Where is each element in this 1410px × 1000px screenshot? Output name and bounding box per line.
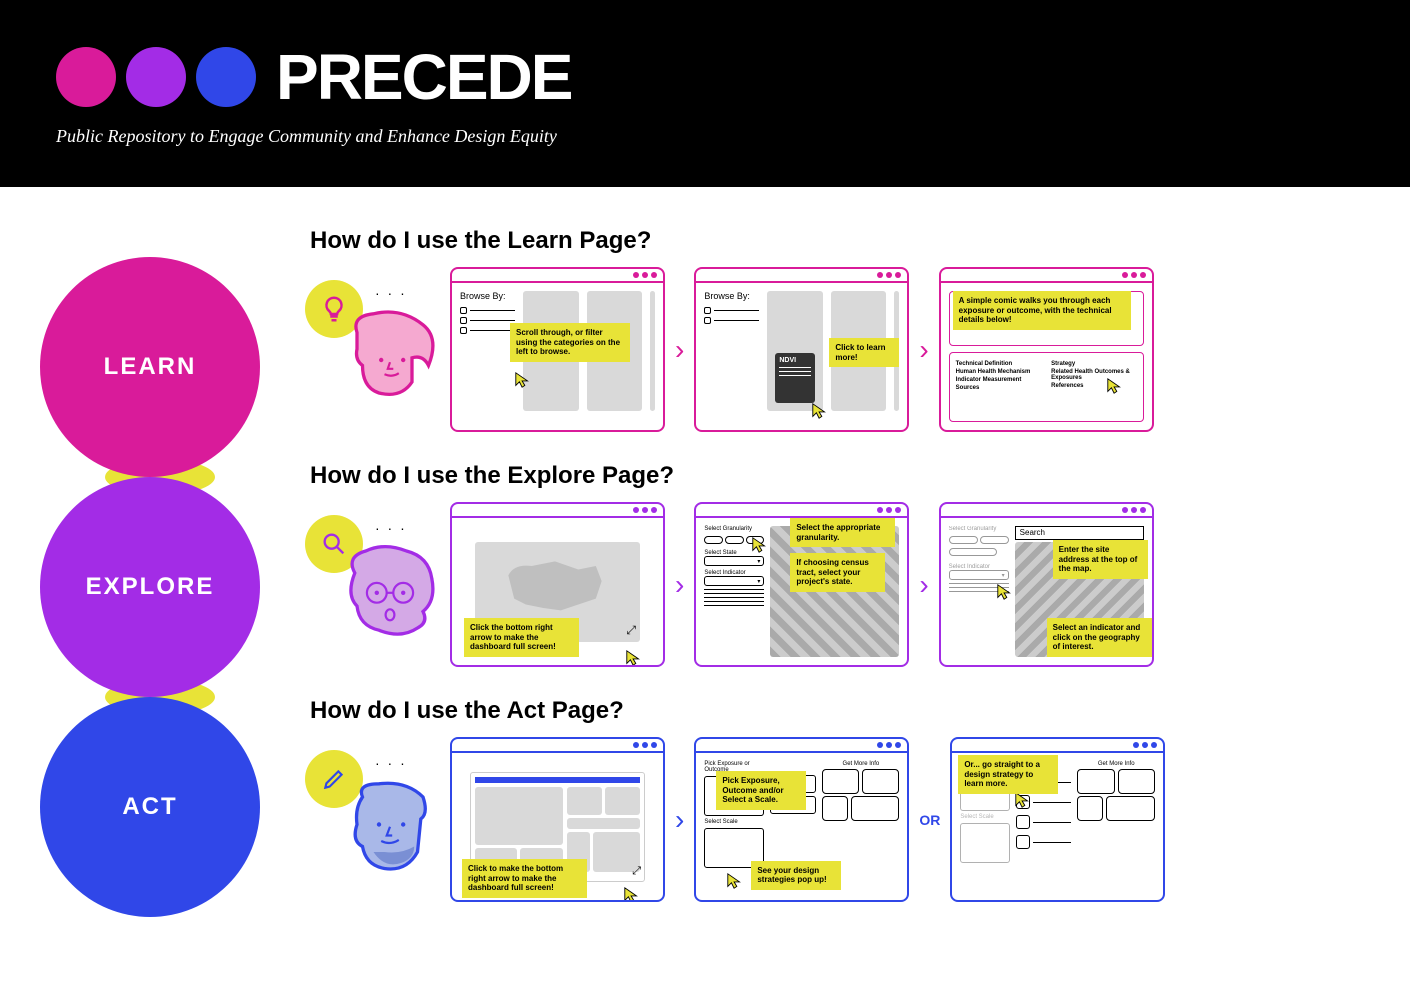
- explore-title: How do I use the Explore Page?: [310, 462, 1370, 490]
- scale-label-2: Select Scale: [960, 814, 1010, 820]
- detail-rhoe: Related Health Outcomes & Exposures: [1051, 369, 1137, 381]
- arrow-icon: ›: [919, 334, 928, 366]
- explore-browser-2: Select Granularity Select State ▾ Select…: [694, 502, 909, 667]
- explore-callout-1: Click the bottom right arrow to make the…: [464, 618, 579, 657]
- explore-callout-3b: Select an indicator and click on the geo…: [1047, 618, 1152, 657]
- learn-row: · · ·: [310, 267, 1370, 432]
- detail-im: Indicator Measurement: [956, 377, 1042, 383]
- learn-callout-2: Click to learn more!: [829, 338, 899, 367]
- face-illustration: [335, 540, 445, 650]
- nav-circles: LEARN EXPLORE ACT: [40, 227, 280, 917]
- act-callout-1: Click to make the bottom right arrow to …: [462, 859, 587, 898]
- learn-browser-3: Technical Definition Human Health Mechan…: [939, 267, 1154, 432]
- cursor-icon: [811, 402, 829, 420]
- gran-label: Select Granularity: [704, 526, 764, 532]
- ndvi-label: NDVI: [779, 357, 811, 364]
- info-label: Get More Info: [822, 761, 899, 767]
- detail-strat: Strategy: [1051, 361, 1137, 367]
- detail-ref: References: [1051, 383, 1137, 389]
- gran-label-2: Select Granularity: [949, 526, 1009, 532]
- thought-dots: · · ·: [375, 285, 407, 301]
- explore-browser-1: ⤢ Click the bottom right arrow to make t…: [450, 502, 665, 667]
- header: PRECEDE Public Repository to Engage Comm…: [0, 0, 1410, 187]
- explore-avatar: · · ·: [310, 520, 440, 650]
- logo-row: PRECEDE: [56, 40, 1354, 114]
- or-separator: OR: [919, 812, 940, 828]
- act-row: · · ·: [310, 737, 1370, 902]
- act-avatar: · · ·: [310, 755, 440, 885]
- arrow-icon: ›: [675, 804, 684, 836]
- face-illustration: [335, 775, 445, 885]
- act-browser-1: ⤢ Click to make the bottom right arrow t…: [450, 737, 665, 902]
- cursor-icon: [623, 886, 641, 902]
- arrow-icon: ›: [675, 334, 684, 366]
- detail-td: Technical Definition: [956, 361, 1042, 367]
- cursor-icon: [514, 371, 532, 389]
- learn-browser-2: Browse By: NDVI: [694, 267, 909, 432]
- nav-learn: LEARN: [40, 257, 260, 477]
- logo-dot-blue: [196, 47, 256, 107]
- explore-callout-3a: Enter the site address at the top of the…: [1053, 540, 1148, 579]
- learn-section: How do I use the Learn Page? · · ·: [310, 227, 1370, 432]
- learn-title: How do I use the Learn Page?: [310, 227, 1370, 255]
- detail-src: Sources: [956, 385, 1042, 391]
- thought-dots: · · ·: [375, 755, 407, 771]
- face-illustration: [335, 305, 445, 415]
- cursor-icon: [1106, 377, 1124, 395]
- nav-explore: EXPLORE: [40, 477, 260, 697]
- act-title: How do I use the Act Page?: [310, 697, 1370, 725]
- act-browser-3: Select Scale Get More Info: [950, 737, 1165, 902]
- act-section: How do I use the Act Page? · · ·: [310, 697, 1370, 902]
- browse-label: Browse By:: [460, 291, 515, 301]
- arrow-icon: ›: [919, 569, 928, 601]
- cursor-icon: [726, 872, 744, 890]
- learn-avatar: · · ·: [310, 285, 440, 415]
- act-callout-2a: Pick Exposure, Outcome and/or Select a S…: [716, 771, 806, 810]
- act-callout-2b: See your design strategies pop up!: [751, 861, 841, 890]
- cursor-icon: [751, 536, 769, 554]
- info-label-2: Get More Info: [1077, 761, 1155, 767]
- scale-label: Select Scale: [704, 819, 764, 825]
- nav-act: ACT: [40, 697, 260, 917]
- thought-dots: · · ·: [375, 520, 407, 536]
- act-browser-2: Pick Exposure or Outcome Select Scale Ge…: [694, 737, 909, 902]
- sections-column: How do I use the Learn Page? · · ·: [310, 227, 1370, 917]
- act-callout-3: Or... go straight to a design strategy t…: [958, 755, 1058, 794]
- cursor-icon: [996, 583, 1014, 601]
- wordmark: PRECEDE: [276, 40, 571, 114]
- explore-section: How do I use the Explore Page? · · ·: [310, 462, 1370, 667]
- learn-browser-1: Browse By: Scroll through, or filter usi…: [450, 267, 665, 432]
- cursor-icon: [625, 649, 643, 667]
- logo-dot-magenta: [56, 47, 116, 107]
- explore-browser-3: Select Granularity Select Indicator ▾ Se…: [939, 502, 1154, 667]
- logo-dot-purple: [126, 47, 186, 107]
- explore-callout-2a: Select the appropriate granularity.: [790, 518, 895, 547]
- tagline: Public Repository to Engage Community an…: [56, 126, 1354, 147]
- detail-hhm: Human Health Mechanism: [956, 369, 1042, 375]
- learn-callout-3: A simple comic walks you through each ex…: [953, 291, 1131, 330]
- search-input[interactable]: Search: [1015, 526, 1144, 540]
- arrow-icon: ›: [675, 569, 684, 601]
- explore-row: · · ·: [310, 502, 1370, 667]
- content: LEARN EXPLORE ACT How do I use the Learn…: [0, 187, 1410, 957]
- browse-label-2: Browse By:: [704, 291, 759, 301]
- learn-callout-1: Scroll through, or filter using the cate…: [510, 323, 630, 362]
- explore-callout-2b: If choosing census tract, select your pr…: [790, 553, 885, 592]
